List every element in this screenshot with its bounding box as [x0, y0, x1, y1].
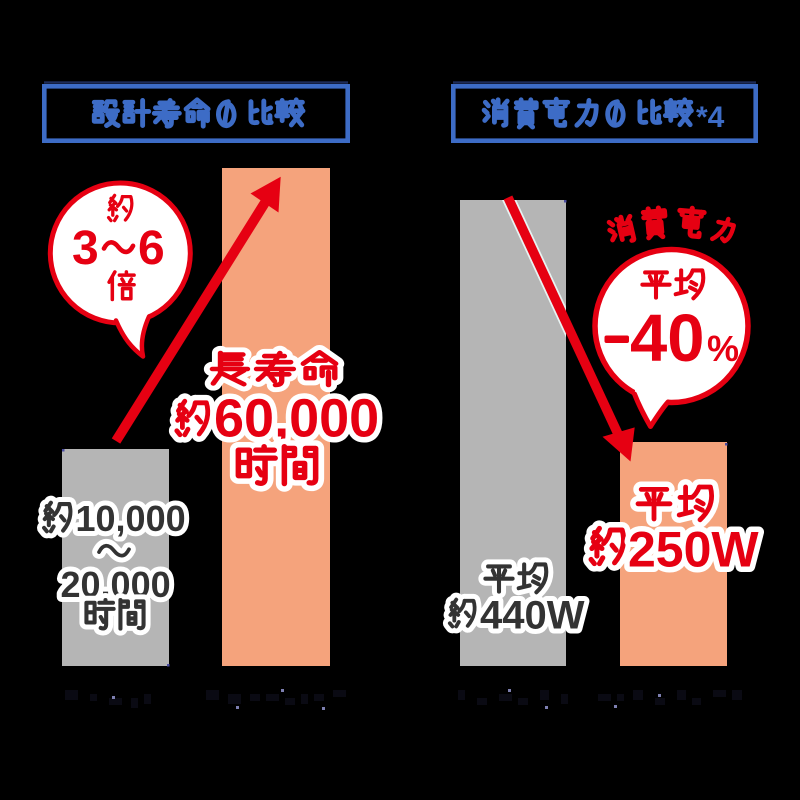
- svg-text:6: 6: [138, 222, 165, 275]
- svg-text:440W: 440W: [480, 594, 585, 638]
- svg-text:60,000: 60,000: [214, 389, 379, 449]
- svg-text:%: %: [707, 328, 739, 369]
- svg-text:250W: 250W: [628, 522, 759, 578]
- svg-text:3: 3: [72, 222, 99, 275]
- svg-text:40: 40: [630, 301, 705, 376]
- svg-text:10,000: 10,000: [76, 498, 186, 539]
- svg-text:*4: *4: [696, 101, 725, 134]
